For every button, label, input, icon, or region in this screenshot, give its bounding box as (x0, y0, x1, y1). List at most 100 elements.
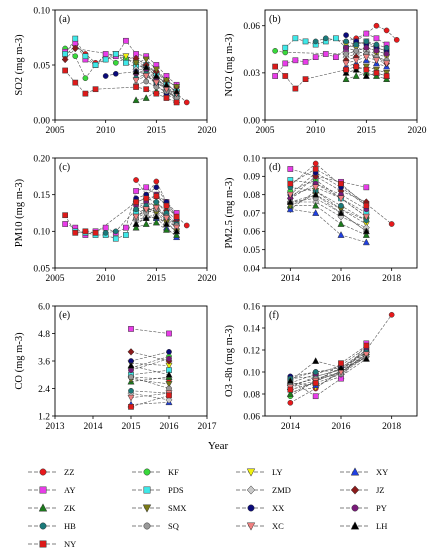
data-point-ny (173, 213, 180, 220)
data-point-ny (363, 202, 370, 209)
y-tick-label: 0.14 (243, 324, 260, 334)
y-tick-label: 0.03 (243, 69, 260, 79)
y-axis-label: SO2 (mg m-3) (14, 34, 25, 96)
legend-item-hb: HB (28, 521, 76, 531)
data-point-ay (102, 51, 109, 57)
legend-label: SQ (168, 521, 179, 531)
panel-3: 2005 2010 2015 2020 0.05 0.10 0.15 0.20 (c) PM10 … (14, 154, 217, 284)
data-point-smx (152, 66, 160, 74)
data-point-ay (128, 326, 134, 332)
legend-marker (143, 486, 151, 494)
series-line-zk (130, 376, 170, 382)
data-point-lh (286, 198, 294, 205)
y-tick-label: 3.6 (38, 357, 50, 367)
data-point-ny (153, 90, 160, 97)
y-tick-label: 0.00 (243, 116, 260, 126)
data-point-hb (322, 35, 329, 42)
data-point-py (343, 44, 349, 51)
y-tick-label: 0.05 (243, 246, 260, 256)
data-point-zz (312, 160, 319, 167)
x-tick-label: 2014 (281, 274, 300, 284)
series-line-pds (130, 369, 170, 376)
data-point-zz (373, 22, 380, 29)
data-point-pds (102, 56, 109, 63)
series-line-ny (64, 70, 177, 103)
y-tick-label: 4.8 (38, 330, 50, 340)
series-line-zmd (346, 50, 387, 61)
data-point-xc (352, 57, 360, 65)
data-point-xc (142, 73, 150, 80)
series-line-xx (130, 351, 170, 362)
y-axis-label: CO (mg m-3) (14, 332, 25, 390)
legend-item-py: PY (340, 503, 387, 513)
data-point-xc (362, 213, 370, 221)
data-point-ay (373, 35, 380, 42)
series-line-zk (136, 91, 177, 101)
x-tick-label: 2010 (306, 126, 325, 136)
data-point-ay (272, 73, 278, 79)
data-point-ay (312, 393, 319, 400)
y-tick-label: 6.0 (38, 302, 50, 312)
data-point-kf (112, 59, 119, 66)
data-point-xc (337, 195, 345, 203)
series-line-hb (130, 390, 170, 394)
data-point-zz (183, 222, 190, 229)
series-line-ay (290, 168, 367, 188)
data-point-hb (102, 229, 109, 236)
x-tick-label: 2013 (46, 422, 65, 432)
data-point-py (166, 355, 172, 362)
data-point-ny (82, 228, 89, 235)
data-point-sq (128, 374, 134, 380)
data-point-xc (362, 351, 370, 359)
legend-label: ZZ (64, 467, 74, 477)
data-point-ay (287, 166, 294, 172)
x-tick-label: 2016 (332, 274, 351, 284)
series-line-jz (135, 197, 177, 221)
data-point-ny (143, 86, 150, 93)
data-point-zk (337, 220, 345, 227)
data-point-ay (322, 51, 329, 57)
data-point-xc (127, 394, 135, 402)
data-point-ay (102, 224, 109, 231)
data-point-zk (132, 223, 140, 231)
series-line-ny (130, 395, 170, 408)
series-line-zmd (130, 392, 170, 401)
x-tick-label: 2005 (46, 274, 65, 284)
legend-label: KF (168, 467, 179, 477)
data-point-ny (292, 85, 299, 92)
data-point-pds (82, 53, 89, 60)
series-line-xy (290, 209, 367, 243)
legend-marker (350, 485, 360, 495)
data-point-lh (312, 357, 320, 364)
legend-item-zk: ZK (28, 503, 76, 513)
data-point-xc (162, 215, 170, 223)
legend-marker (39, 540, 47, 548)
legend-marker (39, 486, 47, 494)
x-tick-label: 2018 (382, 422, 401, 432)
legend-marker (39, 468, 47, 476)
y-tick-label: 0.10 (243, 368, 260, 378)
data-point-hb (312, 369, 319, 375)
legend-label: LH (376, 521, 387, 531)
y-tick-label: 0.20 (33, 154, 50, 164)
legend-item-ly: LY (236, 467, 282, 477)
y-tick-label: 2.4 (38, 385, 50, 395)
data-point-ay (62, 221, 68, 227)
series-line-zz (130, 376, 170, 380)
data-point-smx (132, 59, 140, 67)
series-line-ay (64, 40, 177, 86)
data-point-pds (92, 62, 99, 68)
y-tick-label: 1.2 (38, 412, 50, 422)
data-point-ay (143, 184, 150, 191)
data-point-zk (162, 225, 170, 233)
panel-label: (c) (59, 162, 70, 173)
series-line-zz (290, 314, 392, 404)
legend-label: JZ (376, 485, 385, 495)
legend-item-xx: XX (236, 503, 284, 513)
legend-marker (246, 468, 256, 477)
data-point-xc (383, 60, 391, 68)
y-tick-label: 0.06 (243, 228, 260, 238)
series-line-xy (136, 64, 177, 101)
legend-label: LY (272, 467, 282, 477)
data-point-zmd (165, 396, 173, 404)
